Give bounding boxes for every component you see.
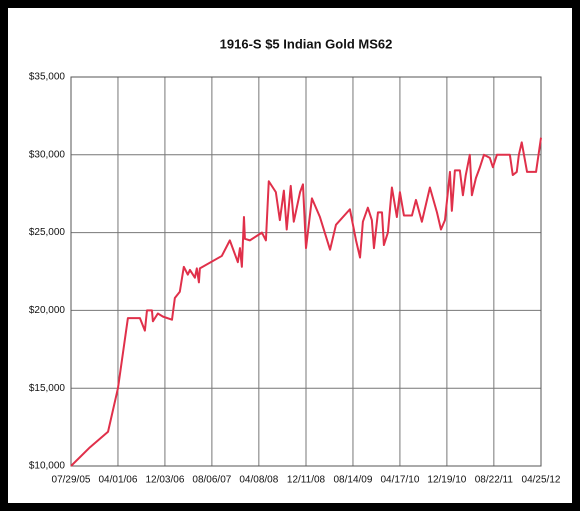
y-tick-label: $20,000 bbox=[29, 305, 66, 316]
x-tick-label: 07/29/05 bbox=[52, 475, 91, 486]
y-tick-label: $15,000 bbox=[29, 383, 66, 394]
x-tick-label: 12/19/10 bbox=[427, 475, 466, 486]
y-tick-label: $30,000 bbox=[29, 149, 66, 160]
x-tick-label: 08/14/09 bbox=[333, 475, 372, 486]
x-tick-label: 12/11/08 bbox=[287, 475, 326, 486]
x-tick-label: 04/25/12 bbox=[522, 475, 561, 486]
chart-title: 1916-S $5 Indian Gold MS62 bbox=[220, 36, 393, 51]
y-tick-label: $25,000 bbox=[29, 227, 66, 238]
x-tick-label: 04/01/06 bbox=[98, 475, 137, 486]
price-line bbox=[70, 137, 542, 467]
plot-border bbox=[70, 76, 542, 467]
chart-background bbox=[8, 8, 572, 503]
x-tick-label: 08/22/11 bbox=[475, 475, 514, 486]
x-tick-label: 12/03/06 bbox=[145, 475, 184, 486]
x-tick-label: 04/17/10 bbox=[380, 475, 419, 486]
x-tick-label: 08/06/07 bbox=[192, 475, 231, 486]
y-tick-label: $35,000 bbox=[29, 72, 66, 83]
y-tick-label: $10,000 bbox=[29, 461, 66, 472]
x-tick-label: 04/08/08 bbox=[239, 475, 278, 486]
